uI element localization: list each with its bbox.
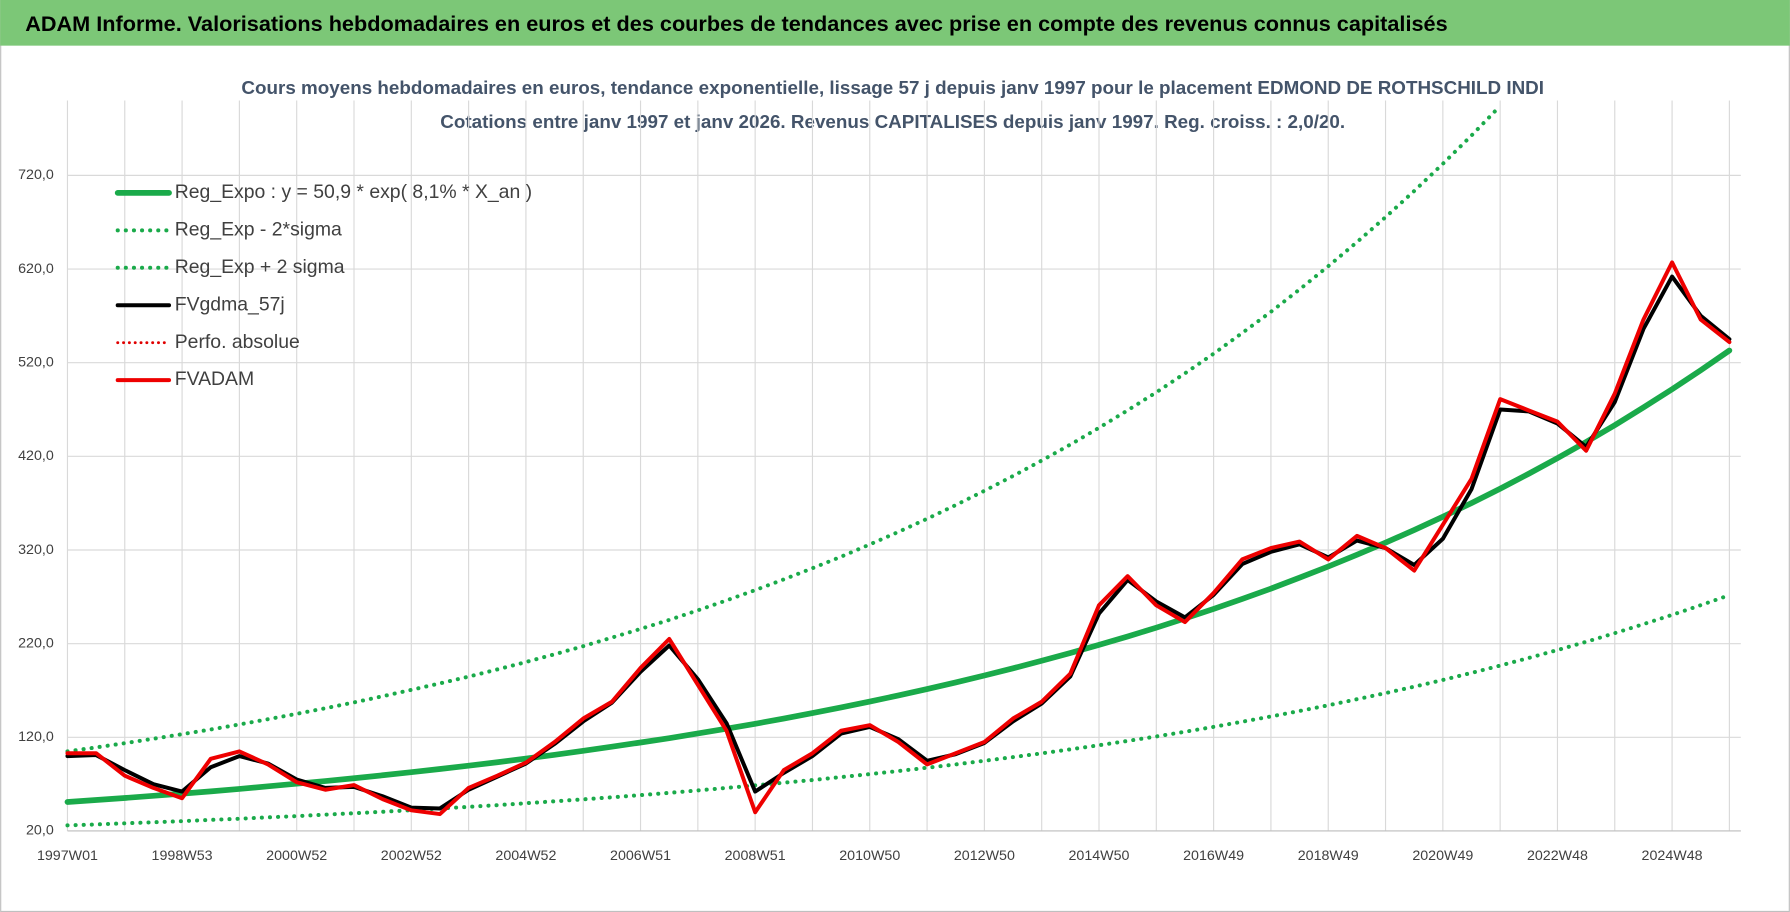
series-line [65, 103, 1503, 754]
series-line [65, 593, 1732, 828]
x-tick-label: 2006W51 [610, 848, 671, 864]
legend: Reg_Expo : y = 50,9 * exp( 8,1% * X_an )… [114, 181, 532, 390]
chart-subtitle: Cotations entre janv 1997 et janv 2026. … [440, 111, 1345, 132]
y-tick-label: 320,0 [18, 542, 54, 558]
x-tick-label: 2022W48 [1527, 848, 1588, 864]
x-tick-label: 2018W49 [1298, 848, 1359, 864]
x-tick-label: 2002W52 [381, 848, 442, 864]
legend-label: FVADAM [175, 368, 254, 390]
x-tick-label: 2010W50 [839, 848, 900, 864]
x-tick-label: 2004W52 [495, 848, 556, 864]
header-title: ADAM Informe. Valorisations hebdomadaire… [25, 11, 1447, 36]
x-tick-label: 2000W52 [266, 848, 327, 864]
y-tick-label: 420,0 [18, 448, 54, 464]
plot [64, 103, 1733, 828]
x-tick-label: 2012W50 [954, 848, 1015, 864]
x-tick-label: 2014W50 [1068, 848, 1129, 864]
x-tick-label: 2016W49 [1183, 848, 1244, 864]
y-tick-label: 220,0 [18, 635, 54, 651]
x-tick-label: 1997W01 [37, 848, 98, 864]
x-tick-label: 2008W51 [725, 848, 786, 864]
y-tick-label: 520,0 [18, 354, 54, 370]
legend-label: Reg_Expo : y = 50,9 * exp( 8,1% * X_an ) [175, 181, 532, 203]
legend-label: Reg_Exp - 2*sigma [175, 218, 342, 240]
header-bar [0, 0, 1790, 46]
legend-label: Reg_Exp + 2 sigma [175, 256, 345, 278]
x-tick-label: 2020W49 [1412, 848, 1473, 864]
legend-label: Perfo. absolue [175, 331, 300, 353]
y-tick-label: 720,0 [18, 167, 54, 183]
y-tick-label: 620,0 [18, 261, 54, 277]
legend-label: FVgdma_57j [175, 293, 285, 315]
x-tick-label: 2024W48 [1642, 848, 1703, 864]
y-tick-label: 20,0 [26, 823, 54, 839]
series-line [65, 260, 1732, 817]
y-tick-label: 120,0 [18, 729, 54, 745]
x-tick-label: 1998W53 [152, 848, 213, 864]
grid: 20,0 120,0 220,0 320,0 420,0 520,0 620,0 720,0 1… [18, 100, 1741, 864]
chart-title: Cours moyens hebdomadaires en euros, ten… [241, 77, 1544, 98]
